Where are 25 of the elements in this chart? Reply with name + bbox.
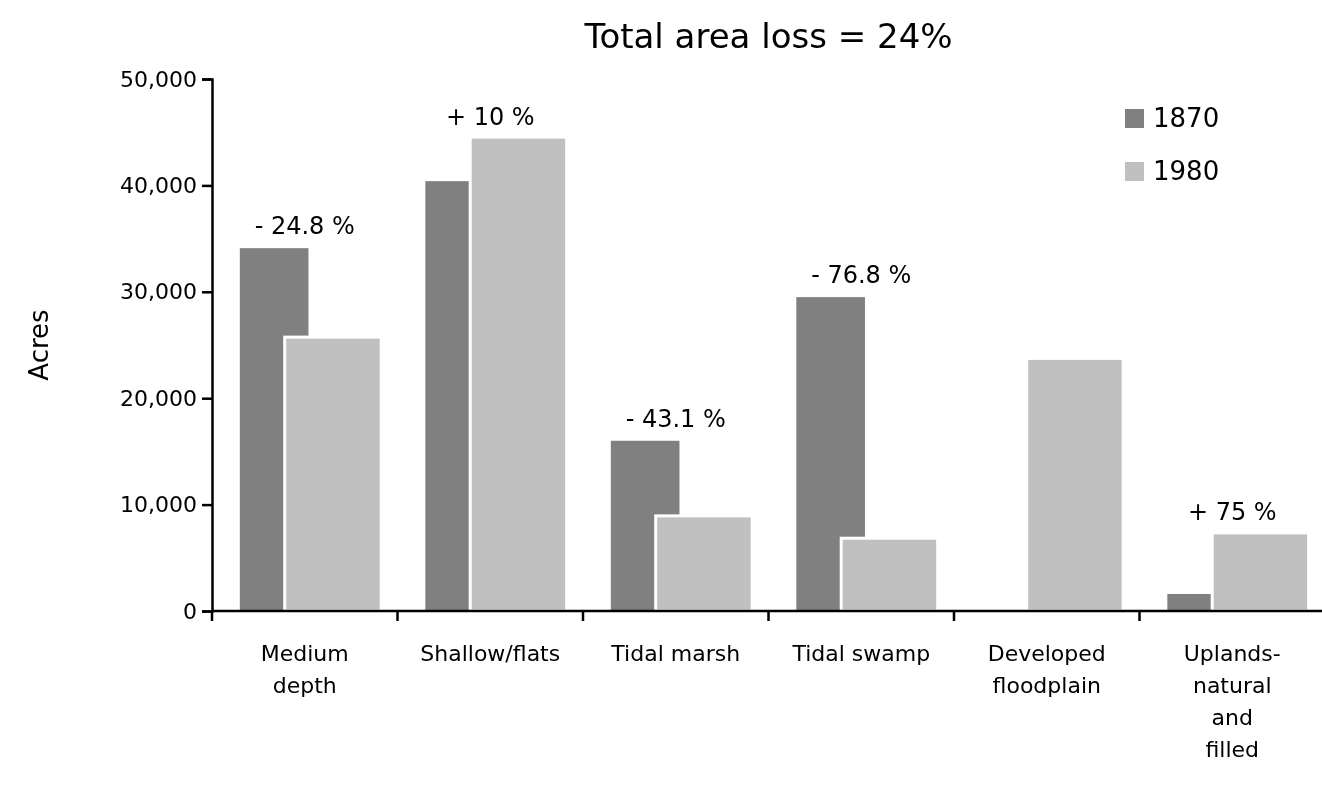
x-tick-label: Tidal swamp [791, 641, 931, 666]
x-tick-label: Tidal marsh [610, 641, 741, 666]
legend-label: 1980 [1153, 156, 1220, 186]
bar [1210, 531, 1311, 613]
y-axis-title: Acres [24, 309, 54, 381]
annotation: - 43.1 % [625, 404, 726, 433]
bar [654, 514, 754, 613]
y-tick-label: 50,000 [120, 66, 197, 92]
y-tick-label: 20,000 [120, 385, 197, 411]
y-tick-label: 0 [183, 598, 197, 624]
y-tick-label: 30,000 [120, 279, 197, 305]
x-tick-label: Uplands- natural and filled [1183, 641, 1281, 762]
legend-label: 1870 [1153, 103, 1220, 133]
x-tick-label: Developed floodplain [987, 641, 1106, 698]
bar [796, 297, 865, 611]
bar [839, 536, 940, 613]
annotation: + 10 % [445, 102, 535, 131]
x-tick-label: Shallow/flats [420, 641, 561, 666]
chart-title: Total area loss = 24% [583, 16, 953, 56]
annotation: - 76.8 % [811, 261, 912, 290]
y-tick-label: 10,000 [120, 492, 197, 518]
x-tick-label: Medium depth [260, 641, 349, 698]
y-tick-label: 40,000 [120, 172, 197, 198]
annotation: + 75 % [1187, 498, 1277, 527]
annotation: - 24.8 % [254, 212, 355, 241]
